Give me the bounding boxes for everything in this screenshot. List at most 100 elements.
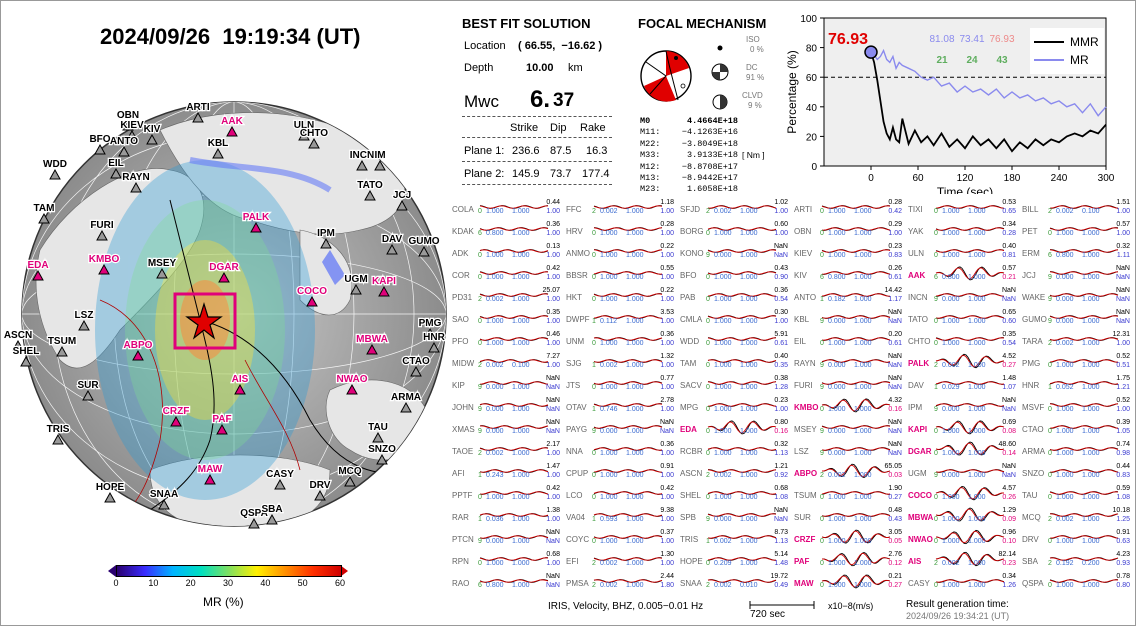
waveform-pab[interactable]: PAB 0.36 0 1.000 1.000 0.54 bbox=[680, 287, 788, 303]
waveform-ptcn[interactable]: PTCN NaN 9 0.000 1.000 NaN bbox=[452, 529, 560, 545]
waveform-kdak[interactable]: KDAK 0.36 6 0.800 1.000 1.00 bbox=[452, 221, 560, 237]
waveform-arma[interactable]: ARMA 0.74 0 1.000 1.000 0.98 bbox=[1022, 441, 1130, 457]
station-hope[interactable]: HOPE bbox=[95, 481, 126, 503]
waveform-snzo[interactable]: SNZO 0.44 0 1.000 1.000 0.83 bbox=[1022, 463, 1130, 479]
station-tsum[interactable]: TSUM bbox=[47, 335, 77, 357]
waveform-adk[interactable]: ADK 0.13 0 1.000 1.000 1.00 bbox=[452, 243, 560, 259]
waveform-mpg[interactable]: MPG 0.23 0 1.000 1.000 1.00 bbox=[680, 397, 788, 413]
waveform-tato[interactable]: TATO 0.65 0 1.000 1.000 0.60 bbox=[908, 309, 1016, 325]
waveform-kip[interactable]: KIP NaN 9 0.000 1.000 NaN bbox=[452, 375, 560, 391]
waveform-furi[interactable]: FURI NaN 9 0.000 1.000 NaN bbox=[794, 375, 902, 391]
waveform-hope[interactable]: HOPE 5.14 0 0.209 1.000 1.48 bbox=[680, 551, 788, 567]
waveform-hnr[interactable]: HNR 1.75 1 0.052 1.000 1.21 bbox=[1022, 375, 1130, 391]
station-chto[interactable]: CHTO bbox=[299, 127, 330, 149]
station-obn[interactable]: OBN bbox=[116, 109, 140, 131]
station-kbl[interactable]: KBL bbox=[206, 137, 230, 159]
waveform-taoe[interactable]: TAOE 2.17 2 0.002 1.000 1.00 bbox=[452, 441, 560, 457]
waveform-cor[interactable]: COR 0.42 0 1.000 1.000 1.00 bbox=[452, 265, 560, 281]
waveform-rar[interactable]: RAR 1.38 1 0.036 1.000 1.00 bbox=[452, 507, 560, 523]
waveform-yak[interactable]: YAK 0.34 0 1.000 1.000 0.28 bbox=[908, 221, 1016, 237]
station-rayn[interactable]: RAYN bbox=[121, 171, 151, 193]
waveform-casy[interactable]: CASY 0.34 0 1.000 1.000 1.26 bbox=[908, 573, 1016, 589]
waveform-ascn[interactable]: ASCN 1.21 2 0.002 1.000 0.92 bbox=[680, 463, 788, 479]
station-ipm[interactable]: IPM bbox=[316, 227, 336, 249]
waveform-abpo[interactable]: ABPO 65.05 2 0.002 1.000 0.03 bbox=[794, 463, 902, 479]
waveform-nna[interactable]: NNA 0.36 0 1.000 1.000 1.00 bbox=[566, 441, 674, 457]
waveform-aak[interactable]: AAK 0.57 6 0.800 1.000 0.21 bbox=[908, 265, 1016, 281]
waveform-tam[interactable]: TAM 0.40 0 1.000 1.000 0.35 bbox=[680, 353, 788, 369]
station-tris[interactable]: TRIS bbox=[45, 423, 71, 445]
waveform-bbsr[interactable]: BBSR 0.55 0 1.000 1.000 1.00 bbox=[566, 265, 674, 281]
waveform-dgar[interactable]: DGAR 48.60 0 1.000 1.000 0.14 bbox=[908, 441, 1016, 457]
waveform-bill[interactable]: BILL 1.51 2 0.002 0.100 1.00 bbox=[1022, 199, 1130, 215]
waveform-midw[interactable]: MIDW 7.27 2 0.002 0.100 1.00 bbox=[452, 353, 560, 369]
waveform-coyc[interactable]: COYC 0.37 0 1.000 1.000 1.00 bbox=[566, 529, 674, 545]
station-shel[interactable]: SHEL bbox=[11, 345, 41, 367]
waveform-qspa[interactable]: QSPA 0.78 0 1.000 1.000 0.80 bbox=[1022, 573, 1130, 589]
waveform-ffc[interactable]: FFC 1.18 2 0.002 1.000 1.00 bbox=[566, 199, 674, 215]
station-arti[interactable]: ARTI bbox=[185, 101, 211, 123]
station-coco[interactable]: COCO bbox=[296, 285, 328, 307]
waveform-palk[interactable]: PALK 4.52 2 0.002 1.000 0.27 bbox=[908, 353, 1016, 369]
waveform-incn[interactable]: INCN NaN 9 0.000 1.000 NaN bbox=[908, 287, 1016, 303]
station-crzf[interactable]: CRZF bbox=[161, 405, 191, 427]
waveform-sba[interactable]: SBA 4.23 2 0.192 0.200 0.93 bbox=[1022, 551, 1130, 567]
station-msey[interactable]: MSEY bbox=[147, 257, 178, 279]
waveform-rao[interactable]: RAO NaN 6 0.800 1.000 NaN bbox=[452, 573, 560, 589]
station-mcq[interactable]: MCQ bbox=[337, 465, 363, 487]
station-kiv[interactable]: KIV bbox=[142, 123, 162, 145]
waveform-hkt[interactable]: HKT 0.22 0 1.000 1.000 1.00 bbox=[566, 287, 674, 303]
waveform-cmla[interactable]: CMLA 0.30 0 1.000 1.000 1.00 bbox=[680, 309, 788, 325]
station-kapi[interactable]: KAPI bbox=[371, 275, 397, 297]
waveform-dwpf[interactable]: DWPF 3.53 1 0.112 1.000 1.00 bbox=[566, 309, 674, 325]
waveform-tixi[interactable]: TIXI 0.53 0 1.000 1.000 0.65 bbox=[908, 199, 1016, 215]
waveform-tau[interactable]: TAU 0.59 0 1.000 1.000 1.08 bbox=[1022, 485, 1130, 501]
station-dgar[interactable]: DGAR bbox=[208, 261, 241, 283]
waveform-rayn[interactable]: RAYN NaN 9 0.000 1.000 NaN bbox=[794, 353, 902, 369]
station-uln[interactable]: ULN bbox=[292, 119, 316, 141]
station-tato[interactable]: TATO bbox=[356, 179, 384, 201]
waveform-msey[interactable]: MSEY NaN 9 0.000 1.000 NaN bbox=[794, 419, 902, 435]
waveform-kiv[interactable]: KIV 0.26 6 0.800 1.000 0.61 bbox=[794, 265, 902, 281]
waveform-jts[interactable]: JTS 0.77 0 1.000 1.000 1.00 bbox=[566, 375, 674, 391]
waveform-uln[interactable]: ULN 0.40 0 1.000 1.000 0.81 bbox=[908, 243, 1016, 259]
waveform-kmbo[interactable]: KMBO 4.32 0 1.000 1.000 0.16 bbox=[794, 397, 902, 413]
station-casy[interactable]: CASY bbox=[265, 468, 295, 490]
waveform-tara[interactable]: TARA 12.31 2 0.002 1.000 1.00 bbox=[1022, 331, 1130, 347]
station-sur[interactable]: SUR bbox=[76, 379, 101, 401]
station-kmbo[interactable]: KMBO bbox=[87, 253, 121, 275]
waveform-nwao[interactable]: NWAO 0.96 0 1.000 1.000 0.10 bbox=[908, 529, 1016, 545]
waveform-anmo[interactable]: ANMO 0.22 0 1.000 1.000 1.00 bbox=[566, 243, 674, 259]
station-maw[interactable]: MAW bbox=[197, 463, 224, 485]
waveform-tsum[interactable]: TSUM 1.90 0 1.000 1.000 0.27 bbox=[794, 485, 902, 501]
station-bfo[interactable]: BFO bbox=[88, 133, 112, 155]
waveform-lco[interactable]: LCO 0.42 0 1.000 1.000 1.00 bbox=[566, 485, 674, 501]
waveform-cola[interactable]: COLA 0.44 0 1.000 1.000 1.00 bbox=[452, 199, 560, 215]
waveform-pmg[interactable]: PMG 0.52 0 1.000 1.000 0.51 bbox=[1022, 353, 1130, 369]
waveform-pmsa[interactable]: PMSA 2.44 2 0.002 1.000 1.80 bbox=[566, 573, 674, 589]
waveform-tris[interactable]: TRIS 8.73 1 0.002 1.000 1.13 bbox=[680, 529, 788, 545]
waveform-hrv[interactable]: HRV 0.28 0 1.000 1.000 1.00 bbox=[566, 221, 674, 237]
station-mbwa[interactable]: MBWA bbox=[355, 333, 389, 355]
station-arma[interactable]: ARMA bbox=[390, 391, 422, 413]
waveform-wake[interactable]: WAKE NaN 9 0.000 1.000 NaN bbox=[1022, 287, 1130, 303]
waveform-spb[interactable]: SPB NaN 9 0.000 1.000 NaN bbox=[680, 507, 788, 523]
waveform-kiev[interactable]: KIEV 0.23 0 1.000 1.000 0.83 bbox=[794, 243, 902, 259]
waveform-arti[interactable]: ARTI 0.28 0 1.000 1.000 0.42 bbox=[794, 199, 902, 215]
waveform-sao[interactable]: SAO 0.35 0 1.000 1.000 1.00 bbox=[452, 309, 560, 325]
waveform-rcbr[interactable]: RCBR 0.32 0 1.000 1.000 1.13 bbox=[680, 441, 788, 457]
waveform-eil[interactable]: EIL 0.20 0 1.000 1.000 0.61 bbox=[794, 331, 902, 347]
waveform-kbl[interactable]: KBL NaN 9 0.000 1.000 NaN bbox=[794, 309, 902, 325]
waveform-bfo[interactable]: BFO 0.43 0 1.000 1.000 0.90 bbox=[680, 265, 788, 281]
station-palk[interactable]: PALK bbox=[242, 211, 271, 233]
waveform-lsz[interactable]: LSZ NaN 9 0.000 1.000 NaN bbox=[794, 441, 902, 457]
waveform-pptf[interactable]: PPTF 0.42 0 1.000 1.000 1.00 bbox=[452, 485, 560, 501]
station-gumo[interactable]: GUMO bbox=[407, 235, 441, 257]
waveform-xmas[interactable]: XMAS NaN 9 0.000 1.000 NaN bbox=[452, 419, 560, 435]
waveform-afi[interactable]: AFI 1.47 1 0.243 1.000 1.00 bbox=[452, 463, 560, 479]
waveform-erm[interactable]: ERM 0.32 6 0.800 1.000 1.11 bbox=[1022, 243, 1130, 259]
station-qspa[interactable]: QSPA bbox=[239, 507, 269, 529]
waveform-gumo[interactable]: GUMO NaN 9 0.000 1.000 NaN bbox=[1022, 309, 1130, 325]
station-dav[interactable]: DAV bbox=[381, 233, 404, 255]
